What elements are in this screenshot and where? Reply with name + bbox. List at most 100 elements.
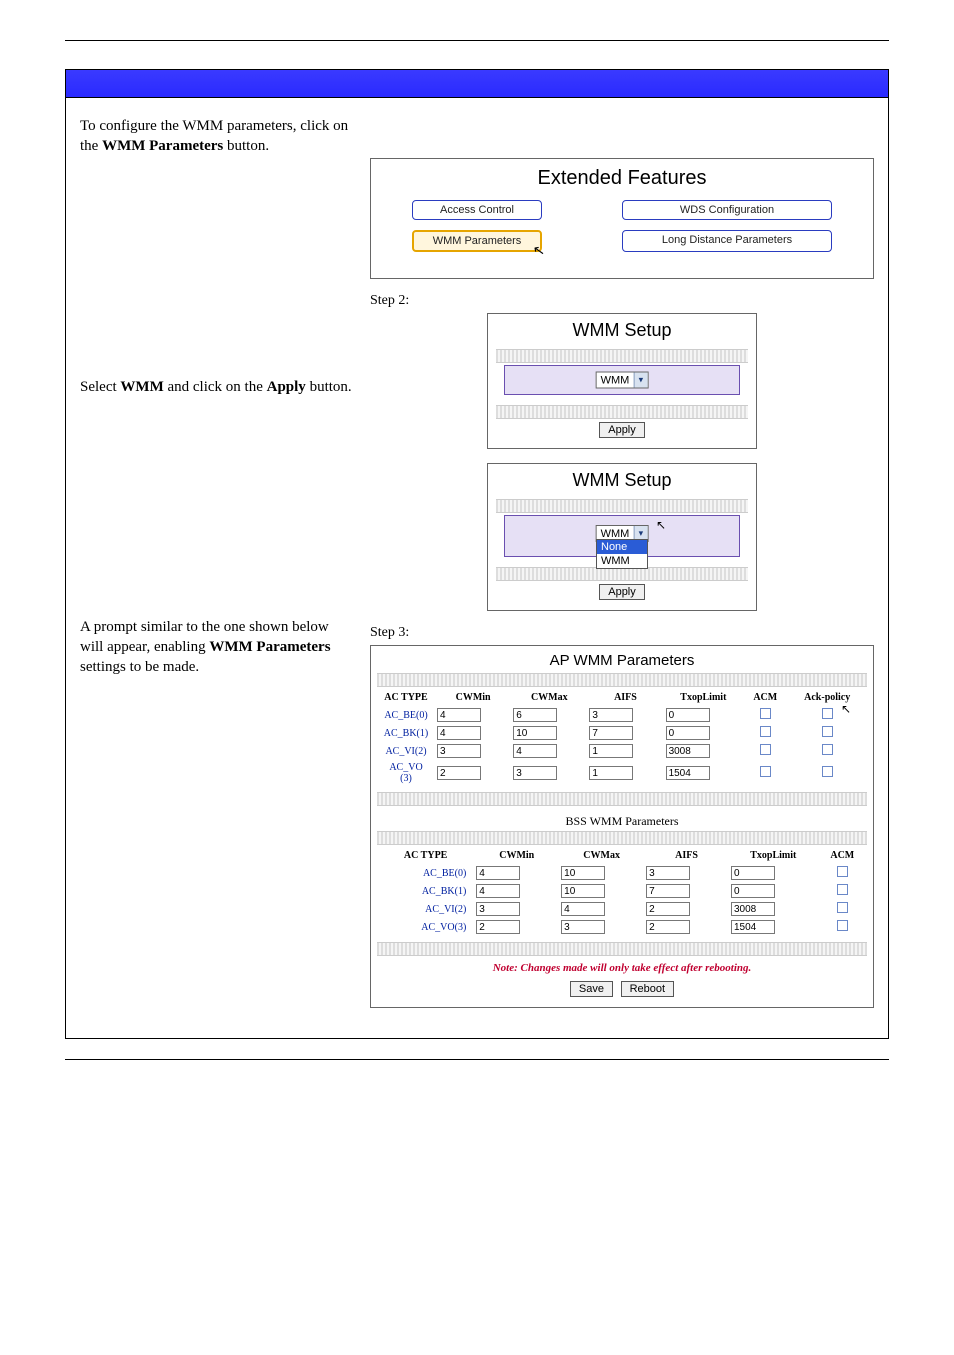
ap-cwmax-input[interactable] [513,726,557,740]
ap-h-cwmin: CWMin [435,689,511,706]
content-frame: To configure the WMM parameters, click o… [65,69,889,1039]
ap-acm-checkbox[interactable] [760,766,771,777]
wmm-parameters-button[interactable]: WMM Parameters [412,230,542,252]
bss-row-label: AC_BK(1) [377,882,474,900]
wmm-select-value-2: WMM [597,528,634,540]
bss-h-actype: AC TYPE [377,847,474,864]
hatch-decoration [496,499,748,513]
ap-ack-checkbox[interactable] [822,708,833,719]
ap-acm-checkbox[interactable] [760,744,771,755]
bss-aifs-input[interactable] [646,902,690,916]
apply-button-1[interactable]: Apply [599,422,645,438]
apply-button-2[interactable]: Apply [599,584,645,600]
bss-cwmin-input[interactable] [476,902,520,916]
ap-aifs-input[interactable] [589,766,633,780]
reboot-button[interactable]: Reboot [621,981,674,997]
wmm-dropdown[interactable]: None WMM [596,539,648,569]
bss-aifs-input[interactable] [646,920,690,934]
bss-cwmax-input[interactable] [561,866,605,880]
ap-row-label: AC_VI(2) [377,742,435,760]
extended-features-panel: Extended Features Access Control WDS Con… [370,158,874,279]
reboot-note: Note: Changes made will only take effect… [377,962,867,974]
ap-aifs-input[interactable] [589,726,633,740]
bss-h-cwmax: CWMax [559,847,644,864]
ap-h-actype: AC TYPE [377,689,435,706]
ap-ack-checkbox[interactable] [822,766,833,777]
bss-txop-input[interactable] [731,866,775,880]
bss-txop-input[interactable] [731,920,775,934]
save-button[interactable]: Save [570,981,613,997]
bss-header-row: AC TYPE CWMin CWMax AIFS TxopLimit ACM [377,847,867,864]
para-1-post: button. [227,138,269,154]
top-rule [65,40,889,41]
bss-cwmin-input[interactable] [476,884,520,898]
bss-aifs-input[interactable] [646,866,690,880]
ap-cwmin-input[interactable] [437,708,481,722]
ap-txop-input[interactable] [666,708,710,722]
para-2: Select WMM and click on the Apply button… [80,377,352,397]
ap-h-txop: TxopLimit [664,689,744,706]
para-3: A prompt similar to the one shown below … [80,617,352,678]
bss-acm-checkbox[interactable] [837,866,848,877]
title-bar [66,70,888,98]
cursor-icon: ↖ [841,702,851,716]
ap-ack-checkbox[interactable] [822,726,833,737]
wmm-option-wmm[interactable]: WMM [597,554,647,568]
ap-cwmin-input[interactable] [437,744,481,758]
ap-txop-input[interactable] [666,766,710,780]
ap-cwmax-input[interactable] [513,708,557,722]
ap-row: AC_BE(0) [377,706,867,724]
bss-wmm-title: BSS WMM Parameters [377,814,867,829]
para-2-post: button. [310,379,352,395]
ap-txop-input[interactable] [666,726,710,740]
hatch-decoration [377,942,867,956]
ap-row-label: AC_VO(3) [377,760,435,786]
para-2-b1: WMM [120,379,163,395]
bss-wmm-table: AC TYPE CWMin CWMax AIFS TxopLimit ACM A… [377,847,867,936]
ap-cwmax-input[interactable] [513,766,557,780]
ap-cwmax-input[interactable] [513,744,557,758]
ap-row-label: AC_BK(1) [377,724,435,742]
ap-acm-checkbox[interactable] [760,726,771,737]
access-control-button[interactable]: Access Control [412,200,542,220]
ap-aifs-input[interactable] [589,708,633,722]
bss-acm-checkbox[interactable] [837,884,848,895]
bss-acm-checkbox[interactable] [837,920,848,931]
bss-aifs-input[interactable] [646,884,690,898]
bss-row: AC_BE(0) [377,864,867,882]
bss-h-aifs: AIFS [644,847,729,864]
bss-txop-input[interactable] [731,884,775,898]
wmm-select-1[interactable]: WMM ▾ [596,372,649,389]
bss-h-cwmin: CWMin [474,847,559,864]
ap-h-acm: ACM [743,689,787,706]
wmm-select-area-1: WMM ▾ [504,365,740,395]
bss-cwmin-input[interactable] [476,866,520,880]
bss-cwmax-input[interactable] [561,884,605,898]
wmm-option-none[interactable]: None [597,540,647,554]
ap-txop-input[interactable] [666,744,710,758]
bss-row: AC_VI(2) [377,900,867,918]
step-3-label: Step 3: [370,625,874,641]
extended-features-title: Extended Features [381,167,863,190]
ap-h-aifs: AIFS [587,689,663,706]
bss-cwmax-input[interactable] [561,920,605,934]
ap-aifs-input[interactable] [589,744,633,758]
long-distance-button[interactable]: Long Distance Parameters [622,230,832,252]
ap-cwmin-input[interactable] [437,726,481,740]
para-2-a: Select [80,379,120,395]
ap-wmm-params-panel: AP WMM Parameters AC TYPE CWMin CWMax AI… [370,645,874,1008]
wds-configuration-button[interactable]: WDS Configuration [622,200,832,220]
hatch-decoration [496,567,748,581]
ap-wmm-table: AC TYPE CWMin CWMax AIFS TxopLimit ACM A… [377,689,867,786]
bss-row-label: AC_VI(2) [377,900,474,918]
ap-ack-checkbox[interactable] [822,744,833,755]
bss-cwmax-input[interactable] [561,902,605,916]
ap-cwmin-input[interactable] [437,766,481,780]
bss-row-label: AC_VO(3) [377,918,474,936]
wmm-setup-panel-closed: WMM Setup WMM ▾ Apply [487,313,757,449]
bss-acm-checkbox[interactable] [837,902,848,913]
bss-cwmin-input[interactable] [476,920,520,934]
bss-txop-input[interactable] [731,902,775,916]
hatch-decoration [496,405,748,419]
ap-acm-checkbox[interactable] [760,708,771,719]
